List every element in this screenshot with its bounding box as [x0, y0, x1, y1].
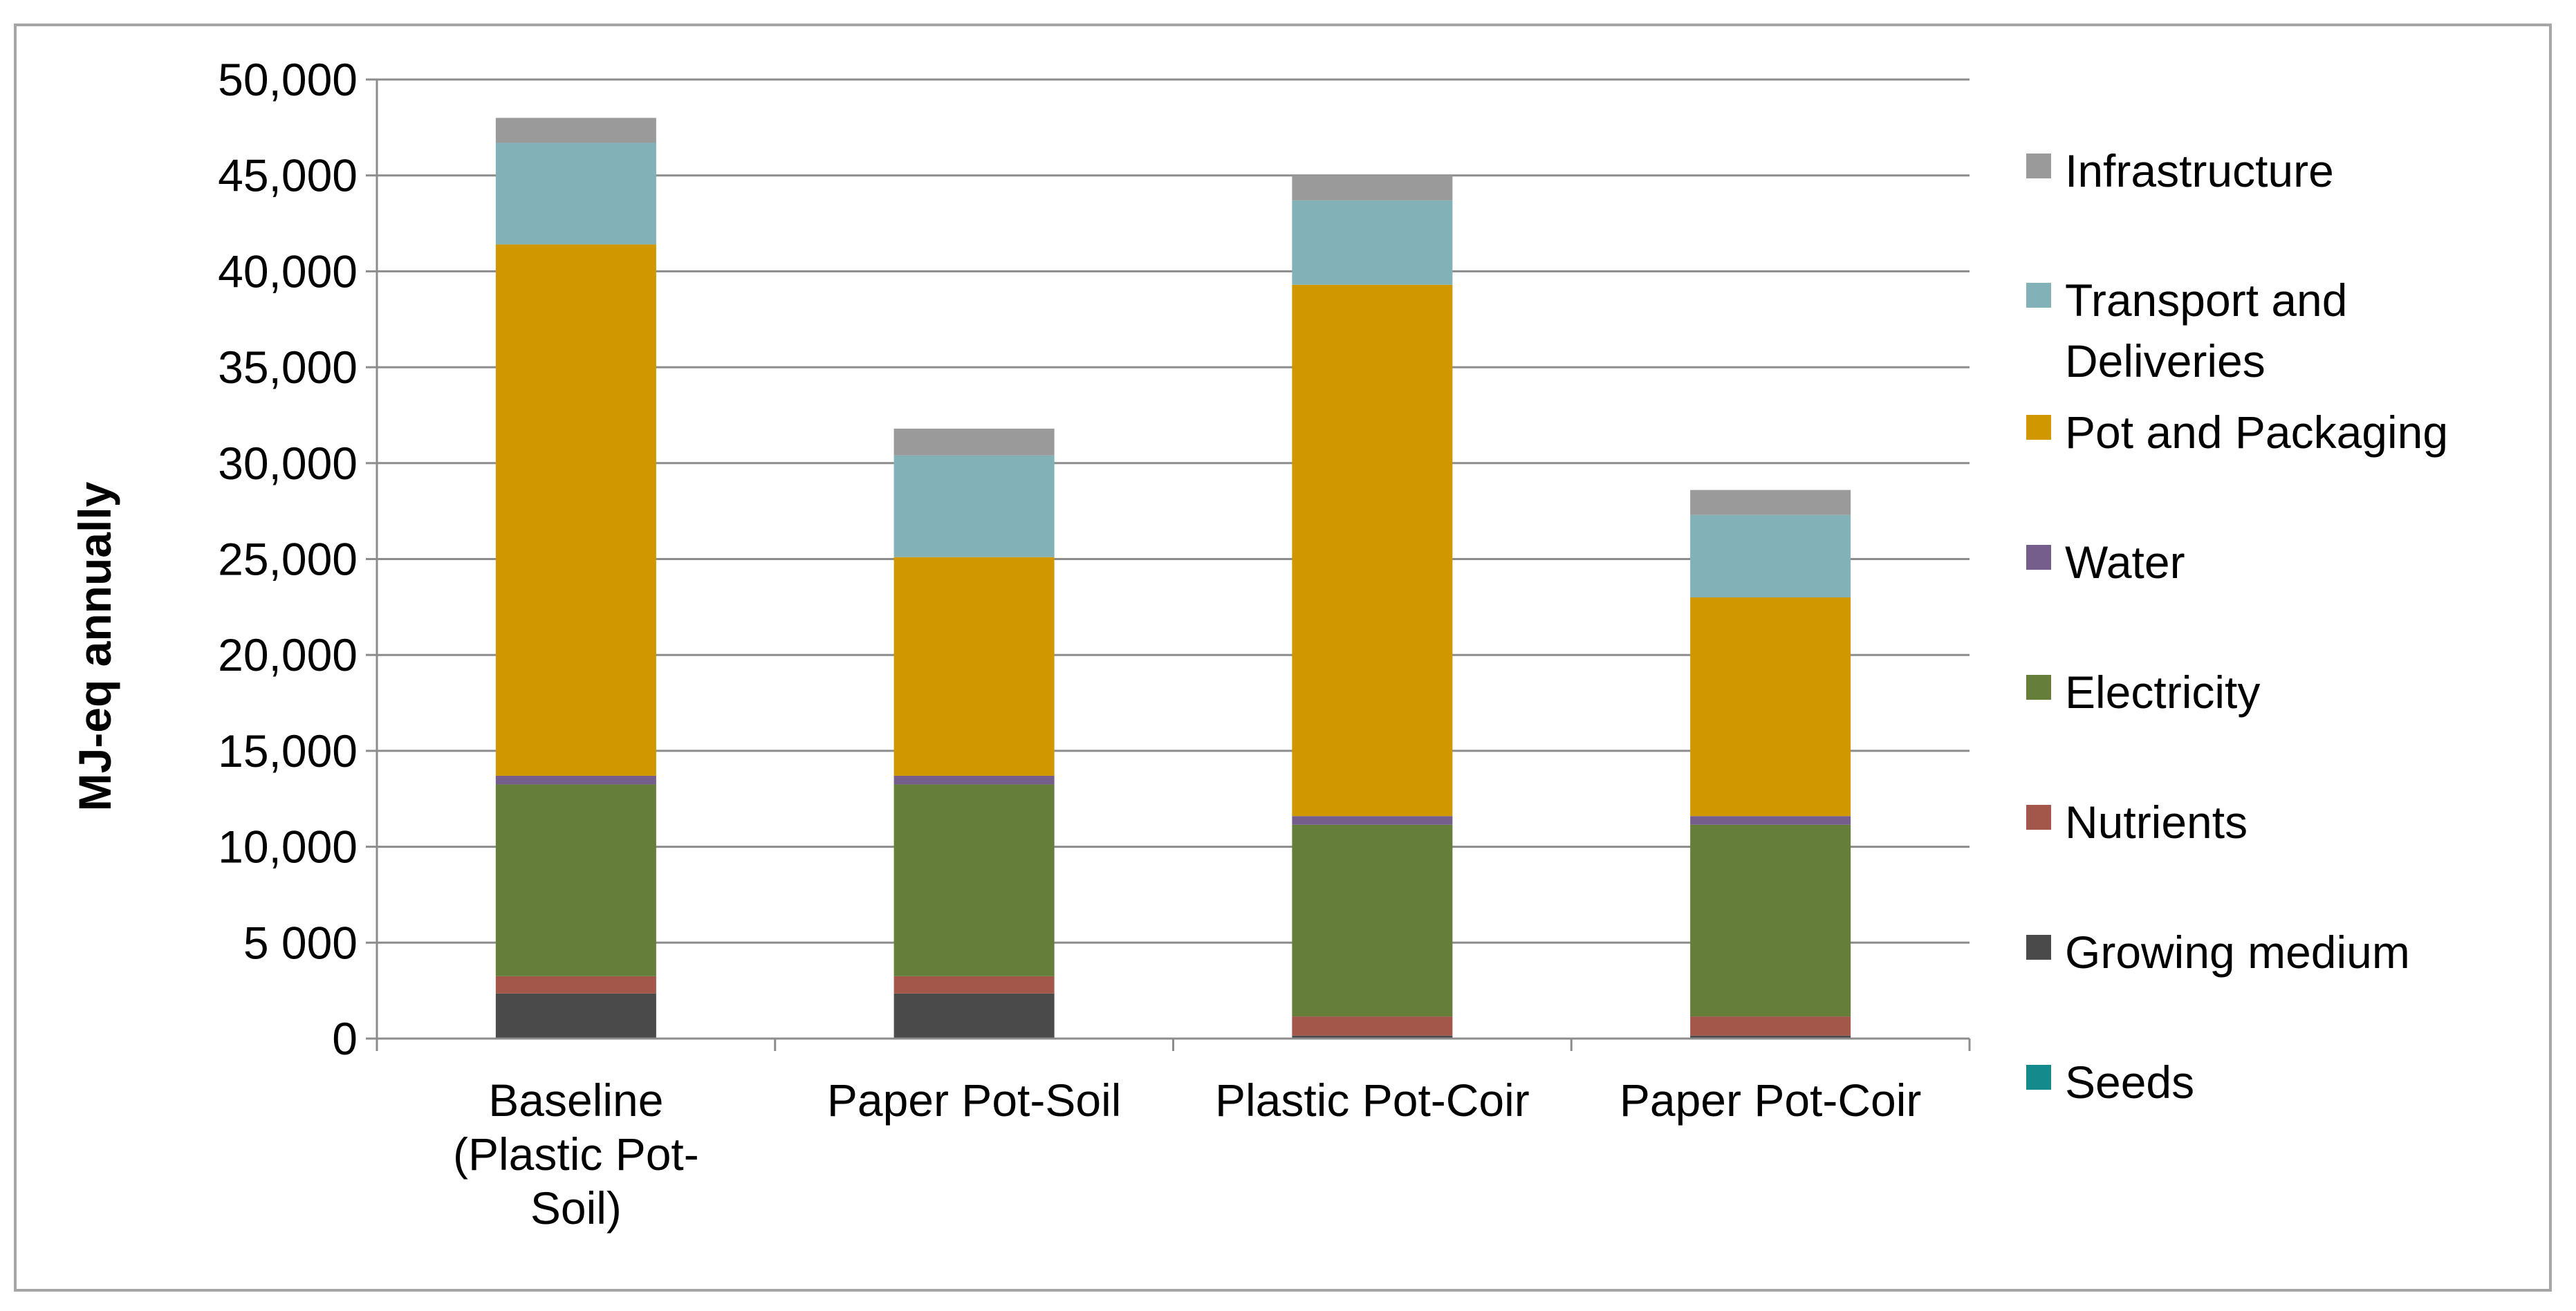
- bar-segment: [1690, 1016, 1851, 1036]
- bar-segment: [1292, 824, 1453, 1017]
- bar-segment: [893, 976, 1055, 994]
- legend-label: Nutrients: [2065, 797, 2248, 848]
- legend-swatch: [2026, 545, 2051, 570]
- bar-segment: [1292, 175, 1453, 201]
- legend-label: Growing medium: [2065, 927, 2410, 978]
- legend-swatch: [2026, 154, 2051, 178]
- legend: Infrastructure Transport and Deliveries Pot…: [2026, 145, 2448, 1108]
- legend-swatch: [2026, 283, 2051, 308]
- bar-segment: [1292, 200, 1453, 285]
- y-tick-label: 5 000: [243, 917, 358, 968]
- bar-segment: [893, 775, 1055, 785]
- legend-label: Electricity: [2065, 667, 2260, 718]
- bar-segment: [1292, 1016, 1453, 1036]
- x-category-label: Plastic Pot-Coir: [1215, 1075, 1530, 1126]
- bar-segment: [495, 118, 656, 143]
- legend-swatch: [2026, 415, 2051, 440]
- x-category-label: (Plastic Pot-: [453, 1128, 699, 1180]
- y-tick-label: 35,000: [218, 342, 358, 393]
- bar-segment: [1690, 597, 1851, 817]
- bar-segment: [495, 976, 656, 994]
- axes: [376, 80, 1971, 1051]
- bar-segment: [893, 784, 1055, 976]
- x-category-labels: Baseline(Plastic Pot-Soil) Paper Pot-Soil…: [453, 1075, 1921, 1234]
- bar-segment: [1690, 1035, 1851, 1038]
- bar-segment: [495, 775, 656, 785]
- bar-segment: [495, 993, 656, 1038]
- legend-label: Transport and: [2065, 275, 2347, 326]
- bar-segment: [893, 428, 1055, 456]
- x-category-label: Paper Pot-Coir: [1620, 1075, 1922, 1126]
- legend-label: Infrastructure: [2065, 145, 2334, 196]
- y-tick-label: 15,000: [218, 725, 358, 777]
- bar-segment: [893, 993, 1055, 1038]
- bars: [495, 118, 1851, 1039]
- bar-segment: [1690, 514, 1851, 597]
- y-tick-label: 30,000: [218, 438, 358, 489]
- chart-frame: [14, 24, 2552, 1292]
- y-tick-label: 10,000: [218, 821, 358, 873]
- y-tick-label: 20,000: [218, 629, 358, 680]
- y-axis-label: MJ-eq annually: [69, 481, 120, 811]
- legend-swatch: [2026, 675, 2051, 700]
- bar-segment: [1292, 1035, 1453, 1038]
- y-tick-labels: 0 5 000 10,000 15,000 20,000 25,000 30,000 35,0…: [218, 54, 358, 1064]
- bar-segment: [495, 784, 656, 976]
- bar-segment: [893, 557, 1055, 776]
- y-tick-label: 0: [332, 1013, 358, 1064]
- x-category-label: Baseline: [488, 1075, 663, 1126]
- legend-swatch: [2026, 935, 2051, 960]
- legend-label: Pot and Packaging: [2065, 407, 2448, 458]
- x-category-label: Soil): [530, 1182, 622, 1234]
- legend-label: Seeds: [2065, 1057, 2194, 1108]
- bar-segment: [1690, 816, 1851, 825]
- y-tick-label: 40,000: [218, 245, 358, 297]
- bar-segment: [893, 455, 1055, 557]
- y-tick-label: 25,000: [218, 534, 358, 585]
- y-tick-label: 45,000: [218, 150, 358, 201]
- bar-segment: [495, 142, 656, 245]
- bar-segment: [1292, 816, 1453, 825]
- bar-segment: [1690, 824, 1851, 1017]
- legend-label: Water: [2065, 537, 2185, 588]
- bar-segment: [495, 244, 656, 776]
- bar-segment: [1292, 284, 1453, 817]
- y-tick-label: 50,000: [218, 54, 358, 105]
- legend-swatch: [2026, 805, 2051, 830]
- bar-segment: [1690, 490, 1851, 515]
- legend-label: Deliveries: [2065, 335, 2265, 387]
- x-category-label: Paper Pot-Soil: [827, 1075, 1122, 1126]
- legend-swatch: [2026, 1065, 2051, 1090]
